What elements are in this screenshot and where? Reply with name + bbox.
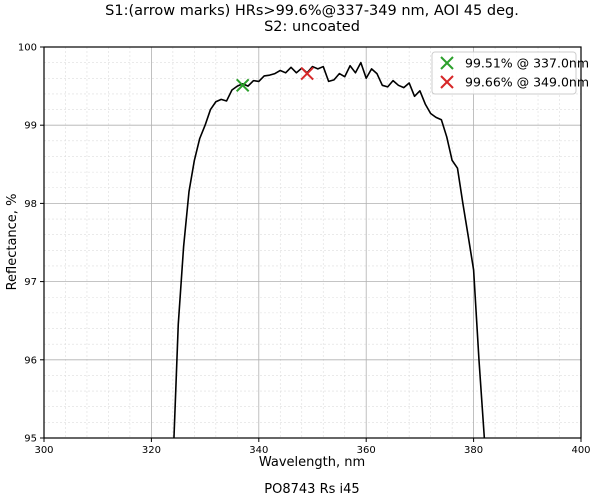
y-tick-label: 95 xyxy=(24,434,37,445)
x-tick-label: 300 xyxy=(34,445,53,456)
series-layer xyxy=(173,61,486,438)
ticks-layer: 300 320 340 360 380 400 95 96 97 98 99 100 xyxy=(18,43,591,457)
y-axis-label: Reflectance, % xyxy=(5,194,20,291)
x-axis-label: Wavelength, nm xyxy=(259,455,365,470)
x-stroke-b xyxy=(300,66,314,81)
x-tick-label: 340 xyxy=(249,445,268,456)
plot-frame xyxy=(43,46,582,439)
x-stroke-b xyxy=(440,75,454,89)
y-tick-label: 96 xyxy=(24,355,37,366)
legend-marker-1 xyxy=(440,56,454,70)
x-tick-label: 400 xyxy=(571,445,590,456)
legend-label-1: 99.51% @ 337.0nm xyxy=(465,56,589,71)
footer-caption: PO8743 Rs i45 xyxy=(264,482,359,497)
y-tick-label: 98 xyxy=(24,199,37,210)
legend-label-2: 99.66% @ 349.0nm xyxy=(465,75,589,90)
x-tick-label: 380 xyxy=(464,445,483,456)
reflectance-curve xyxy=(173,61,486,438)
chart-title-line-1: S1:(arrow marks) HRs>99.6%@337-349 nm, A… xyxy=(105,3,519,19)
marker-layer xyxy=(235,66,314,93)
x-stroke-b xyxy=(235,78,250,93)
legend-box xyxy=(431,51,577,95)
minor-grid xyxy=(44,47,581,438)
legend-marker-2 xyxy=(440,75,454,89)
chart-title-line-2: S2: uncoated xyxy=(264,19,360,35)
marker-1 xyxy=(235,78,250,93)
major-grid xyxy=(44,47,581,438)
marker-2 xyxy=(300,66,314,81)
y-tick-label: 100 xyxy=(18,43,37,54)
y-tick-label: 99 xyxy=(24,121,37,132)
x-stroke-b xyxy=(440,56,454,70)
y-tick-label: 97 xyxy=(24,277,37,288)
x-tick-label: 320 xyxy=(142,445,161,456)
x-tick-label: 360 xyxy=(357,445,376,456)
legend: 99.51% @ 337.0nm 99.66% @ 349.0nm xyxy=(431,51,589,95)
